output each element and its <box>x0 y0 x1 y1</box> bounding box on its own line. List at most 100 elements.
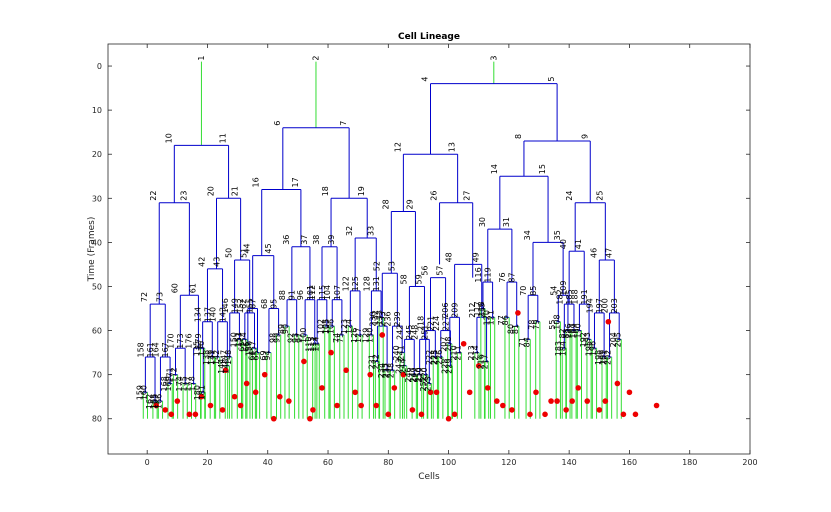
terminal-label: 247 <box>408 367 417 382</box>
terminal-label: 102 <box>317 319 326 334</box>
event-marker <box>554 398 560 404</box>
node-label: 48 <box>445 252 454 262</box>
event-marker <box>569 398 575 404</box>
terminal-label: 81 <box>511 324 520 334</box>
node-label: 88 <box>278 290 287 300</box>
event-marker <box>237 402 244 409</box>
node-label: 137 <box>203 307 212 322</box>
terminal-label: 150 <box>229 332 238 347</box>
terminal-label: 208 <box>444 337 453 352</box>
event-marker <box>186 411 193 418</box>
y-tick-label: 30 <box>92 194 102 203</box>
terminal-label: 216 <box>476 354 485 369</box>
node-label: 109 <box>559 281 568 296</box>
terminal-label: 195 <box>584 341 593 356</box>
event-marker <box>352 389 358 396</box>
event-marker <box>307 415 313 422</box>
node-label: 91 <box>288 290 297 300</box>
terminal-label: 234 <box>377 363 386 378</box>
node-label: 50 <box>225 248 234 258</box>
terminal-label: 74 <box>332 333 341 343</box>
x-tick-label: 60 <box>323 458 333 467</box>
terminal-label: 110 <box>305 337 314 352</box>
x-tick-label: 0 <box>145 458 150 467</box>
node-label: 35 <box>553 230 562 240</box>
terminal-label: 108 <box>552 314 561 329</box>
terminal-label: 202 <box>604 350 613 365</box>
event-marker <box>310 407 316 413</box>
node-label: 33 <box>366 226 375 236</box>
x-tick-label: 100 <box>441 458 456 467</box>
event-marker <box>548 398 554 404</box>
terminal-label: 253 <box>423 376 432 391</box>
node-label: 19 <box>357 186 366 196</box>
terminal-label: 163 <box>149 394 158 409</box>
event-marker <box>460 340 467 347</box>
node-label: 45 <box>264 243 273 253</box>
event-marker <box>343 367 349 374</box>
terminal-label: 120 <box>482 310 491 325</box>
node-label: 47 <box>604 248 613 258</box>
event-marker <box>584 398 591 404</box>
x-tick-label: 40 <box>263 458 273 467</box>
x-tick-label: 20 <box>202 458 212 467</box>
node-label: 70 <box>519 286 528 296</box>
node-label: 60 <box>170 283 179 293</box>
event-marker <box>301 358 307 365</box>
node-label: 28 <box>381 199 390 209</box>
terminal-label: 124 <box>344 319 353 334</box>
terminal-label: 94 <box>263 350 272 360</box>
terminal-label: 55 <box>548 320 557 330</box>
terminal-label: 225 <box>431 350 440 365</box>
terminal-label: 138 <box>202 350 211 365</box>
event-marker <box>466 389 473 396</box>
node-label: 131 <box>372 276 381 291</box>
node-label: 8 <box>514 134 523 139</box>
node-label: 149 <box>230 298 239 313</box>
terminal-label: 139 <box>206 350 215 365</box>
event-marker <box>261 371 268 378</box>
terminal-label: 190 <box>574 323 583 338</box>
node-label: 206 <box>441 303 450 318</box>
terminal-label: 175 <box>179 376 188 391</box>
event-marker <box>653 402 660 409</box>
node-label: 73 <box>155 292 164 302</box>
terminal-label: 217 <box>481 354 490 369</box>
node-label: 233 <box>378 311 387 326</box>
node-label: 155 <box>245 298 254 313</box>
node-label: 203 <box>610 298 619 313</box>
node-label: 115 <box>318 285 327 300</box>
root-label: 3 <box>489 56 498 61</box>
node-label: 95 <box>270 299 279 309</box>
event-marker <box>475 363 482 369</box>
node-label: 34 <box>523 230 532 240</box>
event-marker <box>219 407 226 413</box>
event-marker <box>605 318 612 325</box>
terminal-label: 80 <box>507 324 516 334</box>
x-tick-label: 80 <box>383 458 393 467</box>
terminal-label: 192 <box>579 332 588 347</box>
terminal-label: 75 <box>336 333 345 343</box>
event-marker <box>509 407 515 413</box>
event-marker <box>484 385 491 391</box>
node-label: 46 <box>589 248 598 258</box>
y-tick-label: 60 <box>92 327 102 336</box>
event-marker <box>515 310 521 316</box>
terminal-label: 187 <box>568 323 577 338</box>
terminal-label: 180 <box>193 385 202 400</box>
event-marker <box>379 332 386 338</box>
terminal-label: 86 <box>501 315 510 325</box>
x-tick-label: 200 <box>742 458 757 467</box>
node-label: 227 <box>441 316 450 331</box>
node-label: 62 <box>239 299 248 309</box>
y-tick-label: 0 <box>97 62 102 71</box>
x-tick-label: 140 <box>562 458 577 467</box>
x-tick-label: 160 <box>622 458 637 467</box>
node-label: 245 <box>405 325 414 340</box>
node-label: 4 <box>421 77 430 82</box>
root-label: 1 <box>197 56 206 61</box>
terminal-label: 126 <box>350 328 359 343</box>
event-marker <box>542 411 548 418</box>
event-marker <box>427 389 434 396</box>
node-label: 152 <box>236 298 245 313</box>
